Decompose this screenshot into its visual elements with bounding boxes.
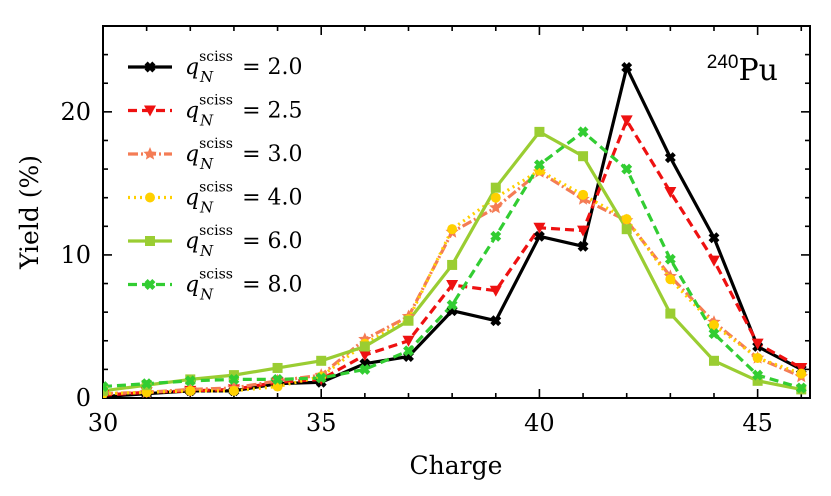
data-point-2.5 — [707, 255, 720, 267]
data-point-2.5 — [664, 186, 677, 198]
data-point-2.5 — [402, 335, 415, 347]
data-point-8.0 — [533, 159, 545, 171]
data-point-2.0 — [490, 315, 502, 327]
legend-marker-6.0 — [145, 236, 155, 246]
nucleus-mass-number: 240 — [707, 52, 739, 73]
data-point-6.0 — [534, 126, 545, 137]
data-point-6.0 — [447, 259, 458, 270]
data-point-2.5 — [446, 279, 459, 291]
data-point-4.0 — [796, 368, 807, 379]
nucleus-annotation: 240Pu — [707, 52, 778, 88]
data-point-4.0 — [228, 385, 239, 396]
legend: qsciss N = 2.0 qsciss N = 2.5 qsciss N = 3.0 q… — [128, 49, 303, 304]
data-point-8.0 — [795, 382, 807, 394]
data-point-2.0 — [621, 62, 633, 73]
data-point-2.5 — [358, 350, 371, 362]
nucleus-element: Pu — [738, 53, 778, 88]
data-point-4.0 — [578, 189, 589, 200]
data-point-2.5 — [533, 222, 546, 234]
legend-label-6.0: qsciss N = 6.0 — [185, 223, 303, 260]
data-point-4.0 — [752, 352, 763, 363]
data-point-8.0 — [752, 369, 764, 381]
data-point-8.0 — [315, 372, 327, 384]
data-point-6.0 — [228, 370, 239, 381]
data-point-8.0 — [621, 163, 633, 175]
legend-marker-4.0 — [145, 192, 155, 203]
data-point-8.0 — [446, 299, 458, 311]
data-point-6.0 — [272, 362, 283, 373]
x-axis-label: Charge — [410, 451, 503, 480]
y-tick-label: 20 — [60, 98, 91, 126]
legend-marker-2.5 — [144, 105, 156, 117]
x-tick-label: 40 — [524, 409, 555, 437]
data-point-4.0 — [185, 385, 196, 396]
x-tick-label: 30 — [88, 409, 119, 437]
data-point-6.0 — [578, 151, 589, 162]
data-point-6.0 — [359, 341, 370, 352]
x-tick-label: 35 — [306, 409, 337, 437]
data-point-4.0 — [665, 274, 676, 285]
data-point-2.0 — [664, 152, 676, 164]
data-point-3.0 — [489, 200, 503, 214]
data-point-2.5 — [751, 338, 764, 350]
legend-label-8.0: qsciss N = 8.0 — [185, 267, 303, 304]
y-tick-label: 10 — [60, 241, 91, 269]
data-point-8.0 — [403, 345, 414, 357]
data-point-2.5 — [489, 285, 502, 297]
legend-label-4.0: qsciss N = 4.0 — [185, 180, 303, 217]
legend-marker-2.0 — [144, 61, 156, 73]
data-point-4.0 — [447, 224, 458, 235]
data-point-2.5 — [577, 225, 590, 237]
data-point-6.0 — [621, 224, 632, 235]
data-point-8.0 — [359, 363, 371, 375]
x-tick-label: 45 — [742, 409, 773, 437]
data-point-8.0 — [228, 373, 240, 385]
data-point-2.5 — [795, 362, 808, 374]
data-point-6.0 — [665, 308, 676, 319]
data-point-2.0 — [533, 230, 545, 242]
legend-marker-3.0 — [143, 147, 157, 160]
tick-labels: 30 35 40 45 0 10 20 — [60, 98, 772, 437]
legend-label-3.0: qsciss N = 3.0 — [185, 136, 303, 173]
data-point-2.0 — [577, 240, 589, 252]
data-point-8.0 — [272, 373, 284, 385]
data-point-6.0 — [403, 315, 414, 326]
data-point-6.0 — [708, 355, 719, 366]
data-point-2.5 — [620, 115, 633, 127]
data-point-6.0 — [752, 375, 763, 386]
y-tick-label: 0 — [76, 384, 91, 412]
data-point-8.0 — [577, 126, 589, 138]
plot-frame — [102, 25, 811, 399]
data-point-8.0 — [490, 230, 502, 242]
data-point-8.0 — [184, 375, 196, 387]
data-point-8.0 — [708, 328, 720, 340]
legend-label-2.5: qsciss N = 2.5 — [185, 93, 303, 130]
data-point-6.0 — [316, 355, 327, 366]
axis-ticks — [102, 25, 810, 399]
data-point-4.0 — [490, 192, 501, 203]
data-point-8.0 — [664, 253, 676, 265]
data-point-2.0 — [708, 232, 720, 244]
data-point-4.0 — [621, 214, 632, 225]
data-point-6.0 — [490, 182, 501, 193]
legend-label-2.0: qsciss N = 2.0 — [185, 49, 303, 86]
data-point-8.0 — [103, 381, 109, 392]
data-point-8.0 — [141, 378, 153, 390]
data-point-4.0 — [708, 320, 719, 331]
series-line-8.0 — [103, 130, 802, 390]
legend-marker-8.0 — [144, 279, 156, 290]
y-axis-label: Yield (%) — [15, 155, 44, 270]
series-markers — [103, 62, 808, 398]
